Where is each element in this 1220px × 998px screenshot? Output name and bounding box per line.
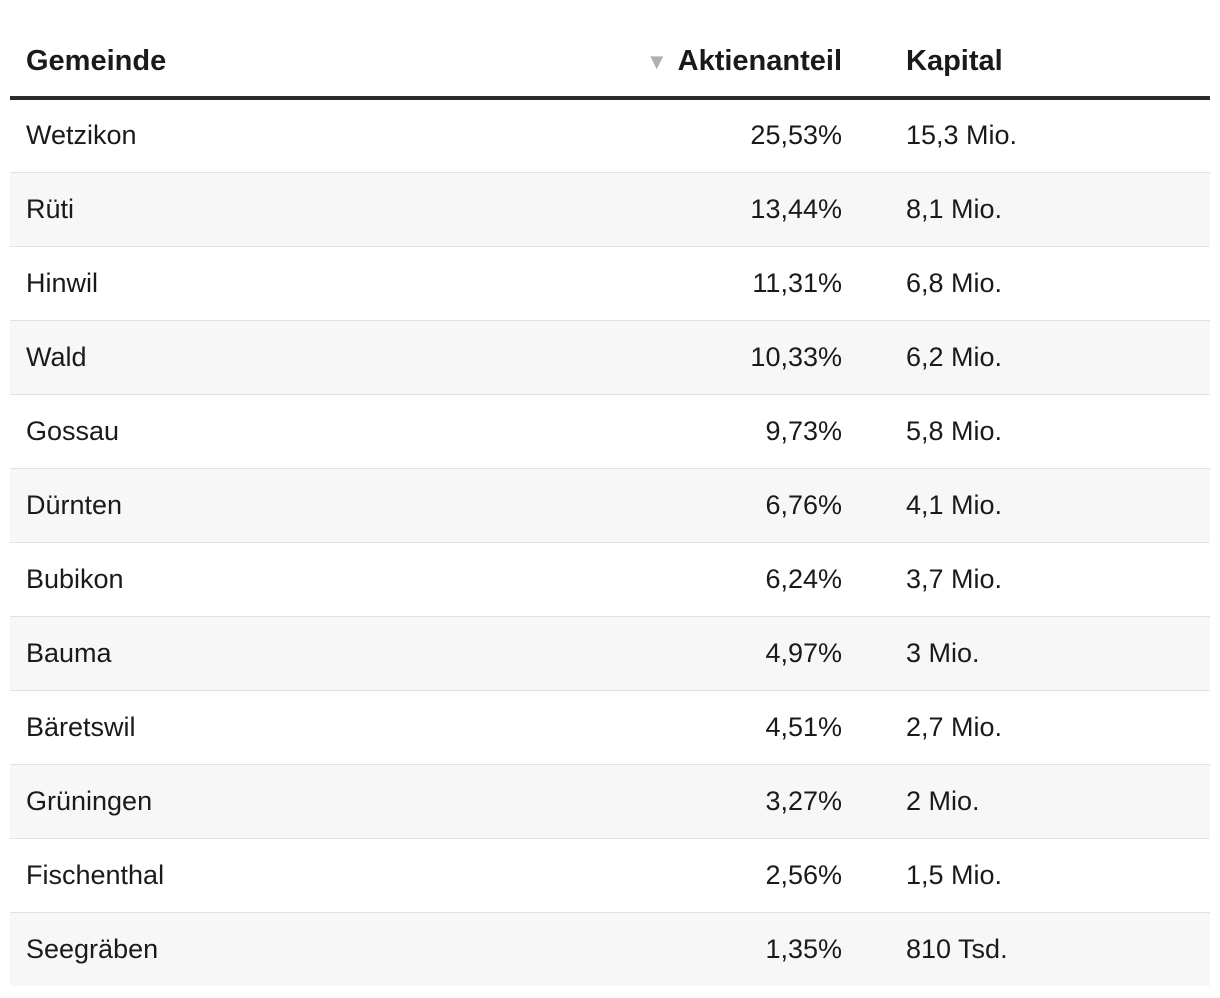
cell-aktienanteil: 2,56% <box>558 838 858 913</box>
cell-kapital: 6,2 Mio. <box>858 320 1210 395</box>
cell-kapital: 15,3 Mio. <box>858 98 1210 173</box>
cell-kapital: 5,8 Mio. <box>858 394 1210 469</box>
header-row: Gemeinde ▼ Aktienanteil Kapital <box>10 26 1210 100</box>
cell-aktienanteil: 13,44% <box>558 172 858 247</box>
cell-gemeinde: Grüningen <box>10 764 558 839</box>
cell-aktienanteil: 6,76% <box>558 468 858 543</box>
cell-gemeinde: Wetzikon <box>10 98 558 173</box>
table-row: Bubikon 6,24% 3,7 Mio. <box>10 542 1210 617</box>
cell-kapital: 8,1 Mio. <box>858 172 1210 247</box>
column-header-kapital-label: Kapital <box>906 44 1003 77</box>
cell-kapital: 2,7 Mio. <box>858 690 1210 765</box>
table-row: Wald 10,33% 6,2 Mio. <box>10 320 1210 395</box>
cell-gemeinde: Bubikon <box>10 542 558 617</box>
cell-aktienanteil: 9,73% <box>558 394 858 469</box>
sort-descending-icon: ▼ <box>645 48 668 74</box>
cell-kapital: 810 Tsd. <box>858 912 1210 986</box>
table-row: Bauma 4,97% 3 Mio. <box>10 616 1210 691</box>
cell-gemeinde: Bauma <box>10 616 558 691</box>
table-body: Wetzikon 25,53% 15,3 Mio. Rüti 13,44% 8,1 Mio… <box>10 98 1210 986</box>
cell-aktienanteil: 4,97% <box>558 616 858 691</box>
cell-aktienanteil: 4,51% <box>558 690 858 765</box>
cell-aktienanteil: 3,27% <box>558 764 858 839</box>
column-header-gemeinde[interactable]: Gemeinde <box>10 26 558 100</box>
cell-kapital: 6,8 Mio. <box>858 246 1210 321</box>
table-row: Dürnten 6,76% 4,1 Mio. <box>10 468 1210 543</box>
cell-aktienanteil: 1,35% <box>558 912 858 986</box>
table-row: Seegräben 1,35% 810 Tsd. <box>10 912 1210 986</box>
cell-kapital: 2 Mio. <box>858 764 1210 839</box>
cell-gemeinde: Seegräben <box>10 912 558 986</box>
shareholder-table-container: Gemeinde ▼ Aktienanteil Kapital Wetzikon 2… <box>10 26 1210 986</box>
cell-gemeinde: Rüti <box>10 172 558 247</box>
cell-gemeinde: Dürnten <box>10 468 558 543</box>
cell-gemeinde: Gossau <box>10 394 558 469</box>
column-header-gemeinde-label: Gemeinde <box>26 44 167 77</box>
cell-aktienanteil: 25,53% <box>558 98 858 173</box>
cell-aktienanteil: 11,31% <box>558 246 858 321</box>
column-header-aktienanteil[interactable]: ▼ Aktienanteil <box>558 26 858 100</box>
shareholder-table: Gemeinde ▼ Aktienanteil Kapital Wetzikon 2… <box>10 26 1210 986</box>
table-row: Wetzikon 25,53% 15,3 Mio. <box>10 98 1210 173</box>
cell-kapital: 1,5 Mio. <box>858 838 1210 913</box>
table-row: Grüningen 3,27% 2 Mio. <box>10 764 1210 839</box>
table-row: Fischenthal 2,56% 1,5 Mio. <box>10 838 1210 913</box>
column-header-kapital[interactable]: Kapital <box>858 26 1210 100</box>
cell-gemeinde: Bäretswil <box>10 690 558 765</box>
table-row: Hinwil 11,31% 6,8 Mio. <box>10 246 1210 321</box>
cell-aktienanteil: 6,24% <box>558 542 858 617</box>
cell-kapital: 3 Mio. <box>858 616 1210 691</box>
table-row: Bäretswil 4,51% 2,7 Mio. <box>10 690 1210 765</box>
table-row: Rüti 13,44% 8,1 Mio. <box>10 172 1210 247</box>
cell-kapital: 4,1 Mio. <box>858 468 1210 543</box>
cell-gemeinde: Fischenthal <box>10 838 558 913</box>
table-header: Gemeinde ▼ Aktienanteil Kapital <box>10 26 1210 100</box>
column-header-aktienanteil-label: Aktienanteil <box>677 44 842 77</box>
cell-aktienanteil: 10,33% <box>558 320 858 395</box>
cell-kapital: 3,7 Mio. <box>858 542 1210 617</box>
table-row: Gossau 9,73% 5,8 Mio. <box>10 394 1210 469</box>
cell-gemeinde: Hinwil <box>10 246 558 321</box>
cell-gemeinde: Wald <box>10 320 558 395</box>
